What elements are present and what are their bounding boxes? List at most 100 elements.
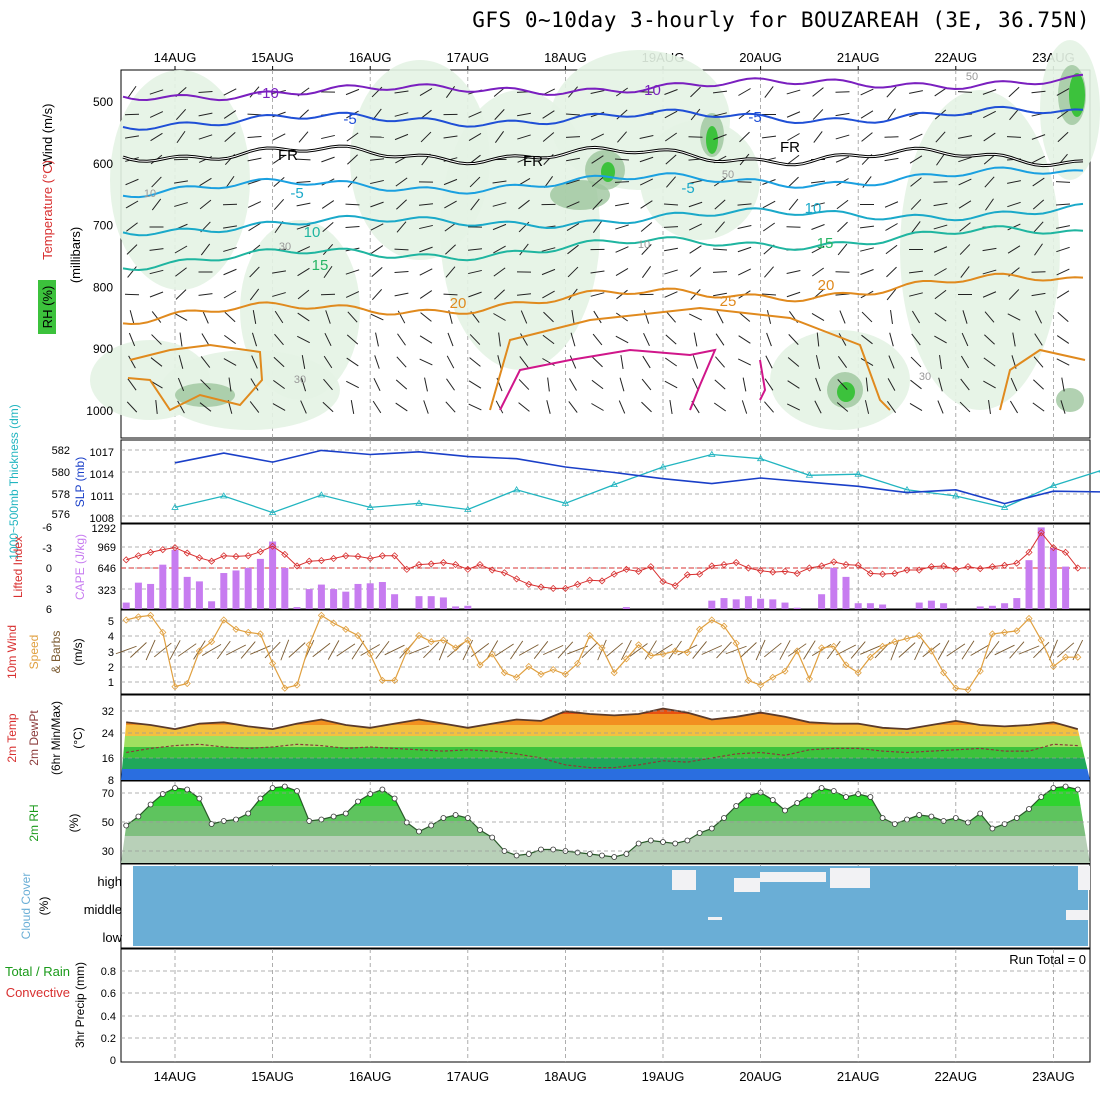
wind-barb xyxy=(984,334,995,345)
wind-barb xyxy=(224,132,236,142)
lifted-index-marker xyxy=(1037,529,1045,537)
wind-barb xyxy=(249,288,260,301)
wind-barb xyxy=(714,199,726,210)
wind-barb xyxy=(788,198,799,211)
rh-marker xyxy=(757,789,764,796)
wind-barb xyxy=(984,311,995,323)
lifted-index-marker xyxy=(781,567,789,575)
wind10-barb xyxy=(462,639,474,661)
contour-label: 10 xyxy=(805,200,822,217)
wind-barb xyxy=(641,378,652,391)
wind10-barb xyxy=(201,643,222,657)
wind-barb xyxy=(369,158,385,161)
wind-barb xyxy=(908,270,924,274)
series-line-lifted-index xyxy=(126,531,1079,589)
wind-barb xyxy=(888,355,895,369)
wind-speed-marker xyxy=(208,638,216,646)
upper-label-millibars: (millibars) xyxy=(68,227,83,283)
cape-bar xyxy=(1037,527,1045,609)
wind-barb xyxy=(272,270,286,274)
wind-barb xyxy=(861,132,873,142)
wind-barb xyxy=(520,333,528,346)
rh-marker xyxy=(233,816,239,823)
cloud-gap xyxy=(672,870,696,890)
thickness-marker xyxy=(268,508,277,516)
wind-barb xyxy=(859,225,875,229)
contour-label: 20 xyxy=(818,277,835,294)
rh-marker xyxy=(342,810,349,817)
rh-shading-bright xyxy=(837,382,855,402)
rh-marker xyxy=(123,822,130,829)
wind-barb xyxy=(468,403,482,411)
cape-bar xyxy=(159,564,167,609)
wind-barb xyxy=(445,266,456,278)
wind-speed-marker xyxy=(159,628,167,636)
wind-barb xyxy=(543,176,554,188)
wind-barb xyxy=(860,269,874,275)
wind10-barb xyxy=(763,642,782,658)
wind-barb xyxy=(151,176,162,188)
wind-barb xyxy=(126,222,138,232)
lifted-index-marker xyxy=(488,566,496,574)
wind10-barb xyxy=(115,645,137,655)
wind-barb xyxy=(371,267,383,277)
wind-barb xyxy=(982,269,997,275)
wind-barb xyxy=(126,244,138,255)
wind-speed-marker xyxy=(903,635,911,643)
wind-barb xyxy=(468,111,482,118)
wind10-barb xyxy=(985,640,1000,660)
wind-barb xyxy=(149,111,164,118)
cape-bar xyxy=(622,607,630,609)
contour-label: 10 xyxy=(144,188,156,200)
wind-barb xyxy=(615,267,629,277)
wind-barb xyxy=(252,310,257,324)
temp-band xyxy=(121,747,1090,758)
wind-speed-marker xyxy=(854,669,862,677)
wind-barb xyxy=(716,310,724,324)
wind-barb xyxy=(737,358,752,366)
wind-speed-marker xyxy=(147,611,155,619)
wind10-label: Speed xyxy=(27,635,41,670)
wind-barb xyxy=(1060,400,1066,414)
wind-barb xyxy=(272,155,286,164)
wind-barb xyxy=(619,377,625,392)
lifted-index-marker xyxy=(439,558,447,567)
wind-speed-marker xyxy=(366,650,374,658)
wind-barb xyxy=(886,86,897,98)
rh-marker xyxy=(916,812,923,818)
wind-barb xyxy=(936,153,945,166)
wind-barb xyxy=(643,310,650,324)
wind-barb xyxy=(155,399,158,415)
cape-y-tick: 1292 xyxy=(92,523,116,535)
lifted-index-marker xyxy=(586,576,594,584)
thickness-y-tick: 580 xyxy=(52,467,70,479)
wind-barb xyxy=(812,87,824,97)
cape-bar xyxy=(708,600,716,609)
wind-barb xyxy=(1012,332,1016,347)
wind-barb xyxy=(345,291,360,298)
wind-barb xyxy=(839,310,846,324)
thickness-marker xyxy=(512,486,521,493)
wind-speed-marker xyxy=(427,638,435,646)
wind-barb xyxy=(571,310,575,324)
temp-bands xyxy=(121,708,1090,780)
wind-speed-marker xyxy=(525,662,533,671)
precip-y-tick: 0.8 xyxy=(101,966,116,978)
lifted-index-label: Lifted Index xyxy=(11,536,25,598)
wind-barb xyxy=(737,203,752,206)
wind-barb xyxy=(960,266,970,278)
wind-barb xyxy=(988,399,991,415)
wind-barb xyxy=(543,311,554,323)
wind10-barb xyxy=(375,640,390,660)
cape-bar xyxy=(793,607,801,609)
wind-barb xyxy=(419,335,433,344)
wind-barb xyxy=(861,311,873,323)
wind-barb xyxy=(664,269,678,275)
rh-marker xyxy=(294,788,300,794)
cloud-gap xyxy=(708,917,722,920)
wind-barb xyxy=(591,403,604,411)
cape-bar xyxy=(1049,547,1057,609)
wind-barb xyxy=(814,400,822,414)
date-label-bottom: 15AUG xyxy=(251,1069,294,1084)
